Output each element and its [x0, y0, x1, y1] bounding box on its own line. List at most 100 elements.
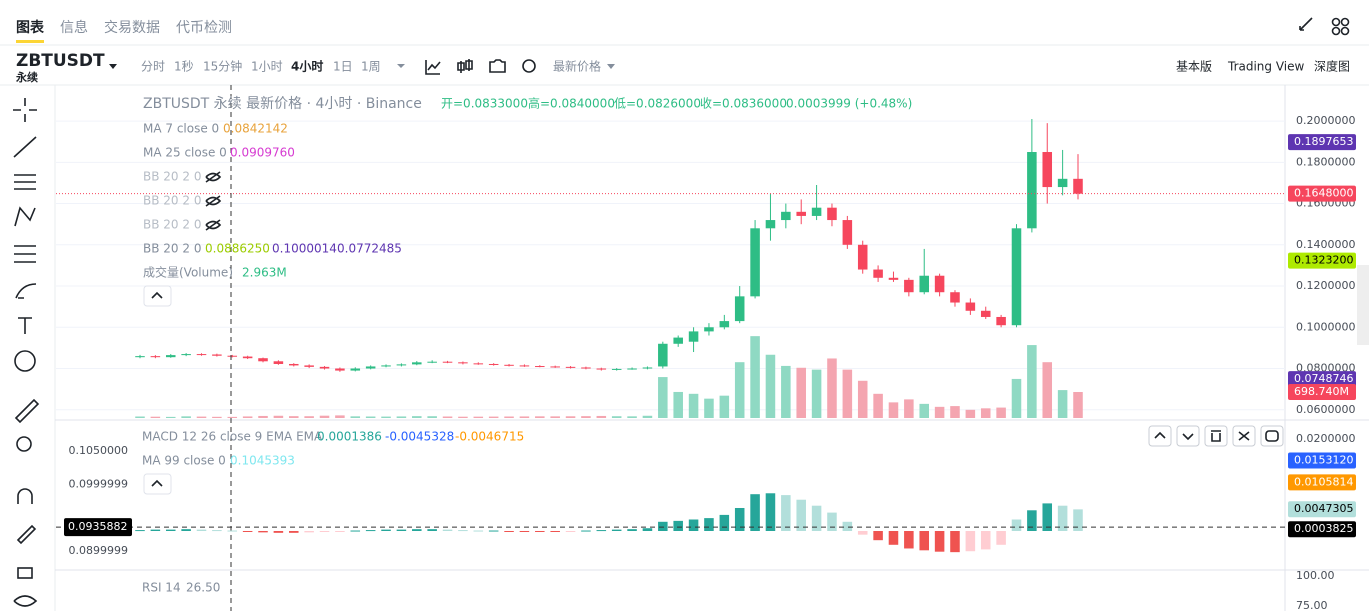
visibility-tool[interactable]	[13, 595, 38, 607]
pane-buttons	[1148, 425, 1284, 447]
emoji-tool[interactable]	[14, 350, 36, 372]
interval[interactable]: 分时	[141, 60, 165, 74]
screenshot-icon[interactable]	[489, 59, 506, 73]
candle-body	[458, 362, 468, 364]
volume-value: 2.963M	[242, 266, 287, 280]
macd-histogram-bar	[350, 530, 361, 532]
symbol[interactable]: ZBTUSDT	[16, 51, 105, 71]
y-tick-label: 0.1400000	[1296, 238, 1356, 251]
legend-ohlc: 高=0.0840000	[528, 96, 615, 111]
price-badge-label: 0.1323200	[1294, 254, 1354, 267]
brush-tool[interactable]	[15, 283, 37, 299]
chart-type-icon[interactable]	[457, 59, 473, 73]
collapse-button[interactable]	[143, 285, 172, 307]
macd-histogram-bar	[904, 530, 914, 549]
price-type[interactable]: 最新价格	[553, 59, 601, 74]
view-option[interactable]: Trading View	[1227, 60, 1305, 74]
settings-button[interactable]	[1260, 425, 1284, 447]
tab[interactable]: 信息	[60, 19, 88, 36]
line-tool[interactable]	[13, 136, 37, 158]
scrollbar[interactable]	[1357, 265, 1369, 345]
y2-tick-label: 0.0200000	[1296, 432, 1356, 445]
ruler-tool[interactable]	[14, 398, 40, 424]
price-badge	[1288, 501, 1356, 518]
projection-tool[interactable]	[14, 245, 36, 263]
macd-histogram-bar	[565, 530, 576, 532]
collapse-button[interactable]	[143, 473, 172, 495]
lock-tool[interactable]	[17, 567, 33, 579]
tab[interactable]: 代币检测	[176, 20, 232, 36]
lock-draw-tool[interactable]	[16, 524, 37, 545]
macd-histogram-bar	[1073, 509, 1083, 531]
volume-bar	[335, 415, 345, 418]
zoom-tool[interactable]	[16, 436, 32, 452]
view-option[interactable]: 基本版	[1176, 60, 1212, 74]
volume-bar	[827, 358, 837, 418]
interval[interactable]: 1日	[333, 60, 353, 74]
interval[interactable]: 1小时	[251, 60, 283, 74]
volume-bar	[658, 377, 668, 418]
view-option[interactable]: 深度图	[1314, 59, 1350, 74]
dropdown-arrow[interactable]	[397, 64, 405, 68]
move-up-button[interactable]	[1148, 425, 1172, 447]
volume-bar	[842, 369, 853, 418]
magnet-tool[interactable]	[17, 488, 33, 504]
fib-tool[interactable]	[14, 174, 36, 190]
hidden-icon[interactable]	[205, 171, 222, 231]
legend-ohlc: 收=0.0836000	[700, 97, 787, 111]
pattern-tool[interactable]	[14, 206, 36, 227]
candle-body	[827, 207, 837, 221]
volume-label: 成交量(Volume)	[143, 265, 233, 280]
candle-body	[750, 228, 760, 297]
crosshair-tool[interactable]	[13, 98, 37, 122]
tab-underline	[16, 40, 44, 43]
volume-bar	[535, 416, 545, 418]
candle-body	[135, 356, 145, 358]
move-down-button[interactable]	[1176, 425, 1200, 447]
macd-histogram-bar	[796, 499, 806, 531]
candle-body	[950, 292, 960, 303]
macd-histogram-bar	[165, 529, 176, 531]
bb-label: BB 20 2 0	[143, 242, 201, 256]
candle-body	[1011, 228, 1022, 326]
candle-body	[165, 355, 176, 358]
volume-bar	[688, 393, 699, 418]
add-icon[interactable]	[522, 59, 536, 73]
volume-bar	[365, 416, 376, 418]
layout-icon[interactable]	[1331, 17, 1350, 36]
interval[interactable]: 15分钟	[203, 59, 242, 74]
candle-body	[873, 269, 883, 278]
volume-bar	[734, 362, 745, 418]
macd-histogram-bar	[458, 530, 468, 532]
tab[interactable]: 图表	[16, 19, 45, 36]
volume-bar	[181, 416, 191, 418]
macd-histogram-bar	[827, 512, 837, 531]
y-tick-label: 0.1200000	[1296, 279, 1356, 292]
macd-value: -0.0046715	[455, 430, 524, 444]
volume-bar	[273, 415, 284, 418]
candle-body	[504, 364, 514, 366]
collapse-icon[interactable]	[1299, 17, 1313, 31]
interval[interactable]: 4小时	[291, 59, 323, 74]
macd-histogram-bar	[381, 529, 391, 531]
candle-body	[196, 354, 207, 356]
legend-ohlc: 低=0.0826000	[614, 97, 701, 111]
interval[interactable]: 1秒	[174, 60, 194, 74]
macd-histogram-bar	[1057, 505, 1068, 531]
text-tool[interactable]	[18, 317, 32, 334]
candle-body	[150, 356, 161, 358]
candle-body	[365, 366, 376, 369]
delete-button[interactable]	[1204, 425, 1228, 447]
price-badge-label: 0.0003825	[1294, 522, 1354, 535]
tab[interactable]: 交易数据	[104, 19, 160, 36]
candle-body	[412, 362, 422, 365]
candle-body	[335, 368, 345, 371]
candle-body	[1057, 178, 1068, 188]
interval[interactable]: 1周	[361, 60, 381, 74]
volume-bar	[781, 365, 791, 418]
macd-histogram-bar	[934, 530, 945, 552]
indicator-icon[interactable]	[425, 60, 441, 75]
candle-body	[857, 244, 868, 270]
price-badge-label: 0.1897653	[1294, 135, 1354, 148]
candle-body	[765, 220, 776, 229]
